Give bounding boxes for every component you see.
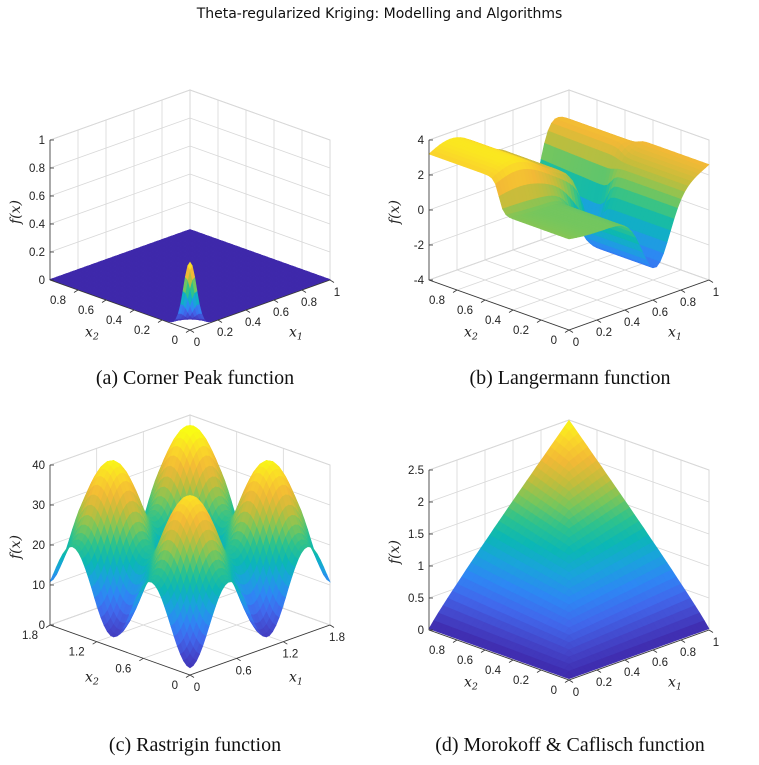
x1-tick	[245, 309, 251, 313]
caption-corner-peak: (a) Corner Peak function	[95, 367, 295, 389]
x1-tick	[189, 329, 195, 333]
x2-tick-label: 0.4	[106, 315, 123, 327]
z-tick-label: 0.4	[29, 219, 46, 231]
panel-corner-peak: 0 0.2 0.4 0.6 0.8 1 0 0.2 0.4 0.6 0.8 0 0.2 0.4 0.6 0.8…	[8, 89, 360, 370]
x2-tick	[129, 309, 135, 313]
z-tick-label: 0	[39, 275, 45, 287]
x1-tick-label: 0.2	[217, 327, 233, 339]
z-tick-label: 1	[39, 135, 45, 147]
x1-tick	[301, 289, 307, 293]
running-header: Theta-regularized Kriging: Modelling and…	[196, 6, 563, 22]
x1-tick	[217, 319, 223, 323]
x2-tick	[101, 299, 107, 303]
surface-plot-langermann: 00.20.40.60.8100.20.40.60.8-4-2024x1x2f(…	[387, 89, 719, 349]
surface	[428, 116, 710, 269]
x2-tick-label: 0.2	[134, 325, 150, 337]
x2-tick-label: 0.6	[78, 305, 94, 317]
surface-plot-corner-peak: 0 0.2 0.4 0.6 0.8 1 0 0.2 0.4 0.6 0.8 0 0.2 0.4 0.6 0.8…	[8, 89, 340, 349]
x1-axis-line	[189, 279, 331, 331]
x-gridline	[540, 100, 682, 291]
surface	[49, 229, 331, 323]
z-tick-label: 0.6	[29, 191, 45, 203]
z-tick-label: 0.2	[29, 247, 45, 259]
x1-tick-label: 0.4	[245, 317, 262, 329]
x1-tick-label: 0	[194, 337, 200, 349]
x1-tick-label: 0.6	[273, 307, 289, 319]
x-gridline	[456, 130, 598, 321]
surface-patch	[187, 261, 193, 270]
x2-tick-label: 0	[172, 335, 178, 347]
x1-tick	[273, 299, 279, 303]
z-tick-label: 0.8	[29, 163, 45, 175]
z-axis-label: f(x)	[8, 200, 24, 225]
x2-tick-label: 0.8	[50, 295, 66, 307]
x1-tick	[329, 279, 335, 283]
x1-tick-label: 1	[334, 287, 340, 299]
x2-tick	[157, 319, 163, 323]
x1-tick-label: 0.8	[301, 297, 317, 309]
x2-tick	[73, 289, 79, 293]
x2-axis-label: x2	[85, 325, 99, 343]
x1-axis-label: x1	[289, 325, 303, 343]
panel-langermann: 0 0.2 0.4 0.6 0.8 1 0 0.2 0.4 0.6 0.8 -4 -2 0 2 4 x1 x2 f(…	[387, 89, 739, 370]
x2-tick	[185, 329, 191, 333]
x2-axis-line	[49, 279, 191, 331]
